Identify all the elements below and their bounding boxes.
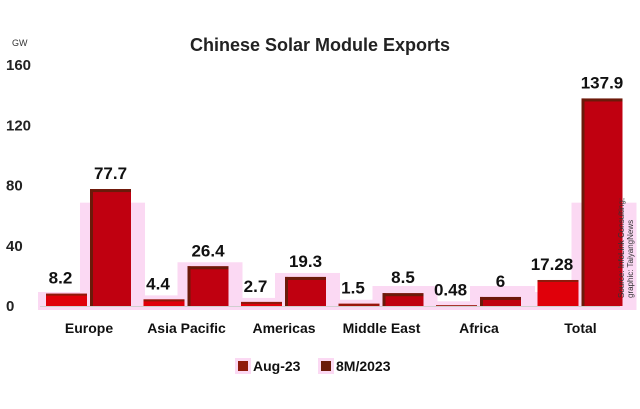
bar-top-edge <box>338 303 380 306</box>
bar-side-edge <box>187 266 191 306</box>
legend-swatch-aug-23 <box>238 361 248 371</box>
x-category-label: Middle East <box>343 320 421 336</box>
y-tick-label: 120 <box>6 117 31 134</box>
bar-top-edge <box>480 296 521 300</box>
bar-aug-23 <box>46 293 87 306</box>
bar-8m-2023 <box>480 296 521 306</box>
bar-side-edge <box>382 293 386 306</box>
y-tick-label: 0 <box>6 298 14 315</box>
bar-8m-2023 <box>581 98 623 306</box>
bar-top-edge <box>187 266 229 270</box>
x-category-label: Europe <box>65 320 113 336</box>
bar-aug-23 <box>143 299 185 306</box>
source-line-2: graphic: TaiyangNews <box>626 220 635 298</box>
bar-top-edge <box>285 276 326 280</box>
x-category-label: Asia Pacific <box>147 320 226 336</box>
legend-label-8m-2023: 8M/2023 <box>336 358 391 374</box>
bar-top-edge <box>537 279 579 282</box>
data-label-aug-23: 0.48 <box>434 280 467 299</box>
source-line-1: Source: InfoLink Consulting; <box>617 198 626 298</box>
data-label-8m-2023: 8.5 <box>391 268 415 287</box>
chart-title: Chinese Solar Module Exports <box>190 35 450 55</box>
labels: Chinese Solar Module Exports GW Source: … <box>6 35 635 374</box>
bar-top-edge <box>90 189 131 193</box>
legend-label-aug-23: Aug-23 <box>253 358 301 374</box>
bar-8m-2023 <box>285 276 326 306</box>
bar-top-edge <box>241 301 282 304</box>
x-category-label: Total <box>564 320 596 336</box>
bar-side-edge <box>285 276 288 306</box>
data-label-8m-2023: 6 <box>496 272 505 291</box>
data-label-8m-2023: 77.7 <box>94 164 127 183</box>
data-label-aug-23: 4.4 <box>146 274 170 293</box>
bar-side-edge <box>90 189 93 306</box>
y-axis-unit: GW <box>12 38 28 48</box>
y-tick-label: 160 <box>6 57 31 74</box>
bar-aug-23 <box>537 279 579 306</box>
bar-top-edge <box>581 98 623 102</box>
data-label-aug-23: 2.7 <box>244 277 268 296</box>
data-label-8m-2023: 137.9 <box>581 73 624 92</box>
data-label-aug-23: 8.2 <box>49 269 73 288</box>
bar-8m-2023 <box>90 189 131 306</box>
bar-top-edge <box>46 293 87 296</box>
bar-top-edge <box>382 293 424 297</box>
x-category-label: Americas <box>252 320 315 336</box>
bar-top-edge <box>143 299 185 302</box>
bar-8m-2023 <box>187 266 229 306</box>
bar-side-edge <box>480 296 483 306</box>
y-tick-label: 40 <box>6 238 23 255</box>
bar-top-edge <box>436 305 477 306</box>
bar-aug-23 <box>241 301 282 306</box>
data-label-8m-2023: 19.3 <box>289 252 322 271</box>
x-category-label: Africa <box>459 320 499 336</box>
data-label-8m-2023: 26.4 <box>191 241 225 260</box>
legend-swatch-8m-2023 <box>321 361 331 371</box>
y-tick-label: 80 <box>6 178 23 195</box>
bar-side-edge <box>581 98 585 306</box>
data-label-aug-23: 1.5 <box>341 279 365 298</box>
bar-8m-2023 <box>382 293 424 306</box>
bars <box>46 98 623 371</box>
data-label-aug-23: 17.28 <box>531 255 574 274</box>
